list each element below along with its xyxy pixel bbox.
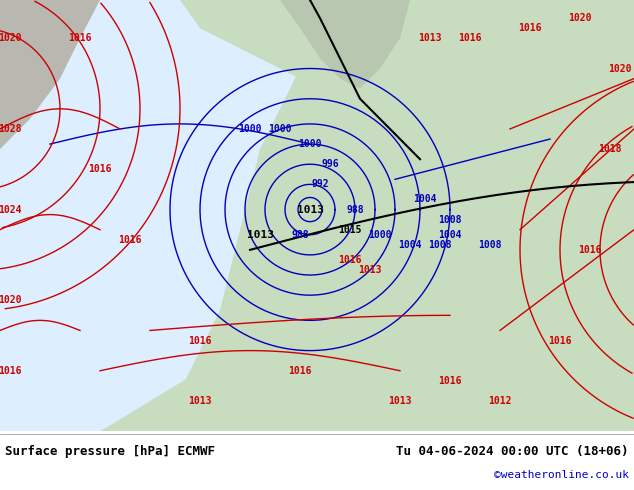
Text: 1016: 1016 (68, 33, 92, 43)
Text: 1013: 1013 (418, 33, 442, 43)
Text: 1016: 1016 (438, 376, 462, 386)
Text: 1016: 1016 (0, 366, 22, 376)
Text: 1016: 1016 (458, 33, 482, 43)
Text: 1020: 1020 (0, 33, 22, 43)
Text: 992: 992 (311, 179, 329, 189)
Text: 1020: 1020 (608, 64, 631, 74)
Text: 988: 988 (291, 230, 309, 240)
Text: 1015: 1015 (339, 225, 362, 235)
Text: 996: 996 (321, 159, 339, 169)
Text: 1016: 1016 (518, 23, 541, 33)
Text: 1004: 1004 (398, 240, 422, 250)
Text: 1020: 1020 (0, 295, 22, 305)
Text: 1000: 1000 (368, 230, 392, 240)
Text: 1004: 1004 (413, 195, 437, 204)
Text: 1008: 1008 (428, 240, 452, 250)
Polygon shape (0, 0, 100, 149)
Text: 1016: 1016 (188, 336, 212, 345)
Text: 988: 988 (346, 204, 364, 215)
Text: ©weatheronline.co.uk: ©weatheronline.co.uk (494, 470, 629, 480)
Text: 1013: 1013 (188, 396, 212, 406)
Text: 1016: 1016 (288, 366, 312, 376)
Text: Surface pressure [hPa] ECMWF: Surface pressure [hPa] ECMWF (5, 445, 215, 458)
Text: 1000: 1000 (268, 124, 292, 134)
Text: 1008: 1008 (438, 215, 462, 224)
Text: 1016: 1016 (578, 245, 602, 255)
Text: 1013: 1013 (247, 230, 273, 240)
Text: 1016: 1016 (119, 235, 142, 245)
Text: 1013: 1013 (388, 396, 411, 406)
Text: 1024: 1024 (0, 204, 22, 215)
Text: 1012: 1012 (488, 396, 512, 406)
Text: 1016: 1016 (339, 255, 362, 265)
Text: 1000: 1000 (238, 124, 262, 134)
Text: 1028: 1028 (0, 124, 22, 134)
Polygon shape (180, 0, 634, 149)
Polygon shape (140, 3, 634, 431)
Text: 1008: 1008 (478, 240, 501, 250)
Text: 1018: 1018 (598, 144, 622, 154)
Text: 1013: 1013 (358, 265, 382, 275)
Polygon shape (0, 149, 150, 431)
Text: 1013: 1013 (297, 204, 323, 215)
Text: 1020: 1020 (568, 13, 592, 23)
Text: 1000: 1000 (298, 139, 321, 149)
Text: 1004: 1004 (438, 230, 462, 240)
Text: Tu 04-06-2024 00:00 UTC (18+06): Tu 04-06-2024 00:00 UTC (18+06) (396, 445, 629, 458)
Polygon shape (100, 341, 634, 431)
Polygon shape (280, 0, 410, 89)
Text: 1016: 1016 (88, 164, 112, 174)
Text: 1016: 1016 (548, 336, 572, 345)
